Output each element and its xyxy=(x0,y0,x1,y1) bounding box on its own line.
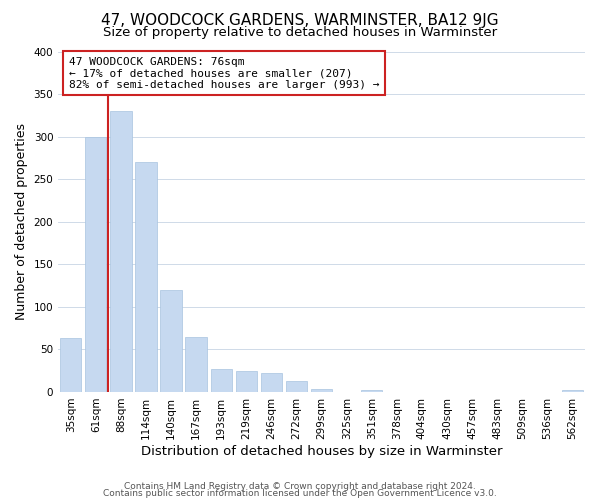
Bar xyxy=(261,373,282,392)
Bar xyxy=(160,290,182,392)
Bar xyxy=(60,338,82,392)
Text: Contains HM Land Registry data © Crown copyright and database right 2024.: Contains HM Land Registry data © Crown c… xyxy=(124,482,476,491)
Text: Contains public sector information licensed under the Open Government Licence v3: Contains public sector information licen… xyxy=(103,489,497,498)
Bar xyxy=(136,162,157,392)
Bar xyxy=(85,136,106,392)
Bar xyxy=(110,111,131,392)
Text: Size of property relative to detached houses in Warminster: Size of property relative to detached ho… xyxy=(103,26,497,39)
Bar xyxy=(185,336,207,392)
X-axis label: Distribution of detached houses by size in Warminster: Distribution of detached houses by size … xyxy=(141,444,502,458)
Bar xyxy=(286,381,307,392)
Bar xyxy=(562,390,583,392)
Bar xyxy=(211,369,232,392)
Bar xyxy=(311,388,332,392)
Text: 47 WOODCOCK GARDENS: 76sqm
← 17% of detached houses are smaller (207)
82% of sem: 47 WOODCOCK GARDENS: 76sqm ← 17% of deta… xyxy=(69,56,379,90)
Bar xyxy=(361,390,382,392)
Text: 47, WOODCOCK GARDENS, WARMINSTER, BA12 9JG: 47, WOODCOCK GARDENS, WARMINSTER, BA12 9… xyxy=(101,12,499,28)
Bar xyxy=(236,370,257,392)
Y-axis label: Number of detached properties: Number of detached properties xyxy=(15,123,28,320)
